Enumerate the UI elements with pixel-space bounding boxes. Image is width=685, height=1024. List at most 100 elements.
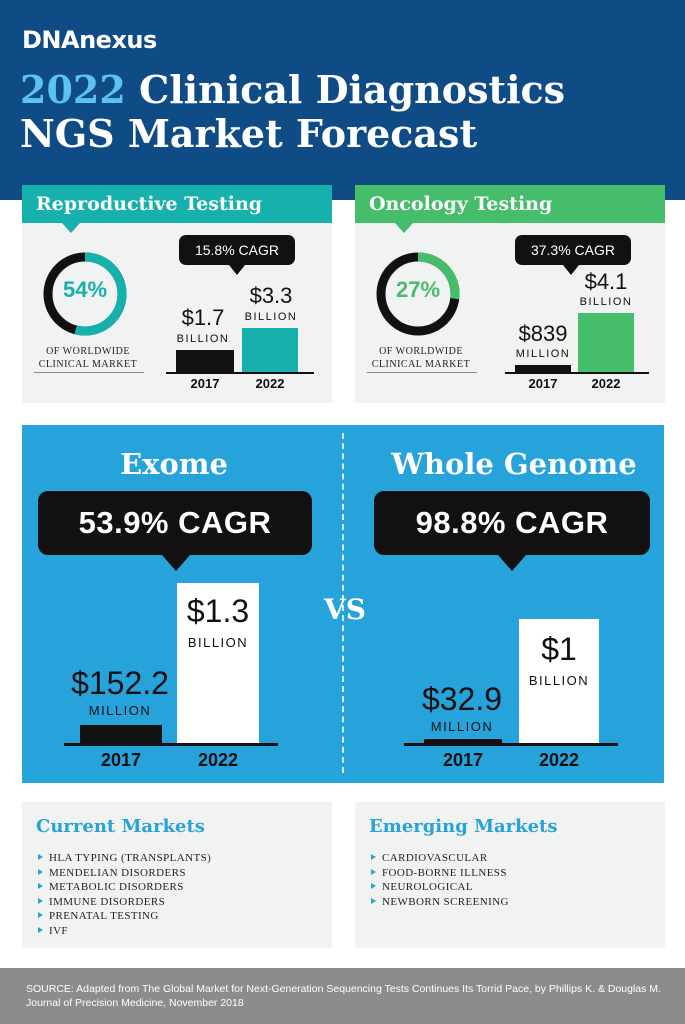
source-line2: Journal of Precision Medicine, November … (26, 997, 244, 1009)
current-markets-title: Current Markets (36, 816, 205, 837)
genome-value-2022: $1 (541, 631, 577, 667)
current-market-item: METABOLIC DISORDERS (38, 880, 211, 895)
emerging-market-item: NEUROLOGICAL (371, 880, 509, 895)
emerging-markets-list: CARDIOVASCULAR FOOD-BORNE ILLNESS NEUROLOG… (371, 851, 509, 909)
share-caption-line1: OF WORLDWIDE (46, 346, 130, 357)
source-line1: SOURCE: Adapted from The Global Market f… (26, 983, 661, 995)
oncology-share-pct: 27% (395, 277, 441, 302)
source-citation: SOURCE: Adapted from The Global Market f… (26, 982, 666, 1010)
oncology-testing-card: Oncology Testing 27% OF WORLDWIDE CLINIC… (355, 185, 665, 403)
bullet-triangle-icon (38, 883, 43, 890)
genome-baseline (404, 743, 618, 746)
title-line1: Clinical Diagnostics (125, 67, 566, 112)
exome-baseline (64, 743, 278, 746)
current-market-item: MENDELIAN DISORDERS (38, 866, 211, 881)
current-market-item-label: PRENATAL TESTING (49, 910, 159, 923)
exome-bar-2022 (177, 583, 259, 743)
share-caption-line2: CLINICAL MARKET (371, 359, 471, 370)
year-2022-label: 2022 (255, 376, 285, 391)
divider-rule (34, 372, 144, 373)
bullet-triangle-icon (371, 854, 376, 860)
vs-label: VS (324, 593, 366, 626)
reproductive-testing-title: Reproductive Testing (22, 185, 332, 223)
current-market-item: IMMUNE DISORDERS (38, 895, 211, 910)
share-caption: OF WORLDWIDE CLINICAL MARKET (365, 345, 477, 371)
reproductive-testing-card: Reproductive Testing 54% OF WORLDWIDE CL… (22, 185, 332, 403)
page-title: 2022 Clinical Diagnostics NGS Market For… (20, 68, 670, 156)
oncology-share-donut (376, 252, 460, 336)
reproductive-cagr-badge: 15.8% CAGR (179, 235, 295, 265)
exome-vs-genome-panel: VS Exome 53.9% CAGR $152.2 MILLION $1.3 … (22, 425, 664, 783)
header: DNAnexus 2022 Clinical Diagnostics NGS M… (0, 0, 685, 200)
bar-2017 (515, 365, 571, 372)
value-2022: $4.1 (584, 269, 628, 294)
current-market-item-label: HLA TYPING (TRANSPLANTS) (49, 852, 212, 864)
year-2022-label: 2022 (591, 376, 621, 391)
current-market-item: HLA TYPING (TRANSPLANTS) (38, 851, 211, 866)
baseline (505, 372, 649, 374)
badge-pointer (563, 265, 579, 275)
emerging-market-item-label: NEUROLOGICAL (382, 881, 473, 894)
exome-unit-2022: BILLION (187, 635, 249, 650)
bullet-triangle-icon (38, 912, 43, 919)
oncology-testing-title: Oncology Testing (355, 185, 665, 223)
badge-pointer (229, 265, 245, 275)
emerging-market-item-label: CARDIOVASCULAR (382, 852, 488, 864)
current-market-item: PRENATAL TESTING (38, 909, 211, 924)
current-markets-list: HLA TYPING (TRANSPLANTS) MENDELIAN DISORD… (38, 851, 211, 939)
footer: SOURCE: Adapted from The Global Market f… (0, 968, 685, 1024)
whole-genome-title: Whole Genome (391, 447, 637, 481)
bullet-triangle-icon (371, 883, 376, 890)
share-caption: OF WORLDWIDE CLINICAL MARKET (32, 345, 144, 371)
year-2017-label: 2017 (528, 376, 558, 391)
exome-unit-2017: MILLION (88, 703, 152, 718)
exome-cagr-badge: 53.9% CAGR (38, 491, 312, 555)
bullet-triangle-icon (38, 854, 43, 860)
exome-year-2022: 2022 (197, 750, 239, 770)
bar-2017 (176, 350, 234, 372)
genome-bar-2017 (424, 739, 502, 743)
reproductive-share-pct: 54% (62, 277, 108, 302)
emerging-market-item: CARDIOVASCULAR (371, 851, 509, 866)
bar-2022 (578, 313, 634, 372)
whole-genome-cagr-badge: 98.8% CAGR (374, 491, 650, 555)
current-market-item: IVF (38, 924, 211, 939)
emerging-market-item: NEWBORN SCREENING (371, 895, 509, 910)
bullet-triangle-icon (38, 897, 43, 904)
genome-unit-2022: BILLION (528, 673, 590, 688)
unit-2017: BILLION (176, 333, 230, 345)
reproductive-share-donut (43, 252, 127, 336)
current-market-item-label: MENDELIAN DISORDERS (49, 866, 186, 879)
exome-value-2022: $1.3 (186, 593, 250, 629)
genome-year-2022: 2022 (538, 750, 580, 770)
unit-2022: BILLION (244, 311, 298, 323)
emerging-markets-card: Emerging Markets CARDIOVASCULAR FOOD-BORN… (355, 802, 665, 948)
badge-pointer (162, 555, 190, 571)
current-market-item-label: IVF (49, 924, 68, 937)
exome-value-2017: $152.2 (71, 665, 169, 701)
title-year: 2022 (20, 67, 126, 112)
genome-unit-2017: MILLION (430, 719, 494, 734)
exome-title: Exome (120, 447, 228, 481)
bar-2022 (242, 328, 298, 372)
badge-pointer (498, 555, 526, 571)
share-caption-line2: CLINICAL MARKET (38, 359, 138, 370)
value-2022: $3.3 (249, 283, 293, 308)
value-2017: $839 (518, 321, 568, 346)
unit-2022: BILLION (579, 296, 633, 308)
bullet-triangle-icon (371, 868, 376, 875)
genome-value-2017: $32.9 (421, 681, 503, 717)
unit-2017: MILLION (515, 348, 571, 360)
current-markets-card: Current Markets HLA TYPING (TRANSPLANTS)… (22, 802, 332, 948)
baseline (166, 372, 314, 374)
tab-pointer (395, 223, 413, 233)
share-caption-line1: OF WORLDWIDE (379, 346, 463, 357)
bullet-triangle-icon (371, 897, 376, 904)
emerging-markets-title: Emerging Markets (369, 816, 558, 837)
current-market-item-label: METABOLIC DISORDERS (49, 881, 184, 894)
divider-rule (367, 372, 477, 373)
genome-year-2017: 2017 (442, 750, 484, 770)
dnanexus-logo[interactable]: DNAnexus (22, 26, 157, 54)
exome-year-2017: 2017 (100, 750, 142, 770)
exome-bar-2017 (80, 725, 162, 743)
